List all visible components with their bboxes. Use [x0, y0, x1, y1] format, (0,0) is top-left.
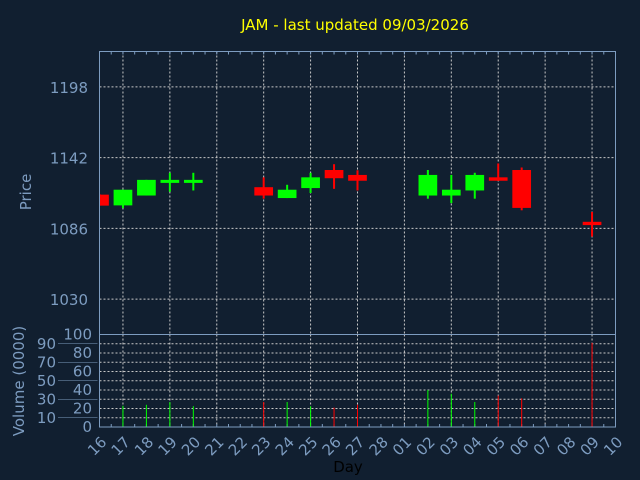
x-tick-label: 23 [248, 433, 274, 459]
volume-tick-label: 100 [63, 326, 92, 344]
candle-body [348, 174, 367, 181]
volume-tick-label: 30 [37, 390, 56, 408]
price-tick-label: 1086 [50, 220, 88, 238]
volume-panel-frame [99, 334, 616, 428]
volume-tick-label: 20 [73, 400, 92, 418]
x-tick-label: 02 [412, 433, 438, 459]
x-tick-label: 19 [154, 433, 180, 459]
candle-body [183, 179, 203, 183]
candle-body [301, 177, 320, 189]
x-tick-label: 16 [84, 433, 110, 459]
volume-axis-label: Volume (0000) [10, 326, 28, 436]
candle-body [160, 179, 180, 183]
x-tick-label: 20 [178, 433, 204, 459]
candle-body [582, 221, 602, 226]
volume-tick-label: 70 [37, 353, 56, 371]
price-tick-label: 1142 [50, 150, 88, 168]
chart-title: JAM - last updated 09/03/2026 [240, 16, 469, 34]
candles [99, 163, 602, 237]
candle-body [488, 177, 508, 181]
volume-tick-label: 40 [73, 381, 92, 399]
volume-tick-label: 90 [37, 335, 56, 353]
x-tick-label: 07 [530, 433, 556, 459]
candle-body [465, 174, 485, 191]
x-tick-label: 17 [108, 433, 134, 459]
candle-body [137, 179, 156, 196]
x-tick-label: 18 [131, 433, 157, 459]
volume-tick-label: 80 [73, 344, 92, 362]
x-tick-label: 09 [577, 433, 603, 459]
volume-tick-label: 0 [82, 418, 92, 436]
x-tick-label: 10 [600, 433, 626, 459]
volume-tick-label: 60 [73, 363, 92, 381]
x-tick-label: 03 [436, 433, 462, 459]
x-axis-label: Day [333, 458, 363, 476]
x-tick-label: 27 [342, 433, 368, 459]
volume-tick-label: 10 [37, 409, 56, 427]
x-tick-label: 04 [459, 433, 485, 459]
price-tick-label: 1198 [50, 79, 88, 97]
x-tick-label: 01 [389, 433, 415, 459]
candle-body [99, 194, 109, 206]
x-tick-label: 26 [319, 433, 345, 459]
price-axis-label: Price [17, 174, 35, 211]
candle-body [277, 189, 297, 199]
candle-body [254, 187, 274, 196]
x-tick-label: 22 [225, 433, 251, 459]
candle-body [441, 189, 461, 196]
x-tick-label: 24 [272, 433, 298, 459]
candle-body [418, 174, 438, 196]
x-tick-label: 21 [201, 433, 227, 459]
candle-body [512, 170, 532, 208]
volume-tick-label: 50 [37, 372, 56, 390]
x-tick-label: 25 [295, 433, 321, 459]
x-tick-label: 06 [506, 433, 532, 459]
candle-body [324, 170, 344, 179]
x-tick-label: 28 [366, 433, 392, 459]
x-tick-label: 05 [483, 433, 509, 459]
candle-body [113, 189, 133, 206]
price-tick-label: 1030 [50, 291, 88, 309]
x-tick-label: 08 [553, 433, 579, 459]
